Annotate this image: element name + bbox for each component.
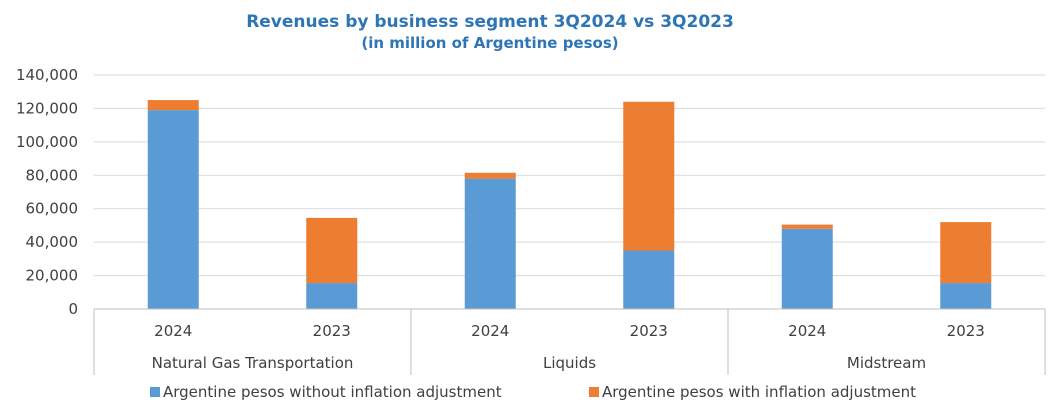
y-tick-label: 20,000 xyxy=(26,267,79,285)
y-tick-label: 100,000 xyxy=(16,133,78,151)
chart-title: Revenues by business segment 3Q2024 vs 3… xyxy=(246,12,734,32)
bar-segment-with-adjustment xyxy=(306,217,358,284)
legend-swatch-without-adjustment xyxy=(150,387,160,397)
x-tick-label: 2024 xyxy=(154,322,192,340)
bar-segment-with-adjustment xyxy=(147,100,199,111)
x-group-label: Liquids xyxy=(543,354,596,372)
y-tick-label: 120,000 xyxy=(16,99,78,117)
bar-segment-without-adjustment xyxy=(781,228,833,309)
chart-subtitle: (in million of Argentine pesos) xyxy=(361,34,618,52)
legend-label: Argentine pesos without inflation adjust… xyxy=(163,383,502,401)
legend-swatch-with-adjustment xyxy=(589,387,599,397)
y-tick-label: 140,000 xyxy=(16,66,78,84)
bars xyxy=(147,100,992,309)
x-tick-label: 2023 xyxy=(630,322,668,340)
x-group-label: Midstream xyxy=(847,354,926,372)
x-axis: 2024 2023 2024 2023 2024 2023 Natural Gas Tran… xyxy=(93,308,1046,375)
bar-segment-with-adjustment xyxy=(464,172,516,179)
legend: Argentine pesos without inflation adjust… xyxy=(150,383,916,401)
bar-segment-without-adjustment xyxy=(306,283,358,309)
x-tick-label: 2023 xyxy=(947,322,985,340)
bar-segment-without-adjustment xyxy=(147,110,199,309)
x-group-label: Natural Gas Transportation xyxy=(152,354,354,372)
bar-segment-without-adjustment xyxy=(940,283,992,309)
gridlines xyxy=(94,74,1045,277)
x-tick-label: 2024 xyxy=(471,322,509,340)
bar-segment-with-adjustment xyxy=(940,222,992,284)
y-axis-ticks: 0 20,000 40,000 60,000 80,000 100,000 120,000 1… xyxy=(16,66,78,318)
y-tick-label: 60,000 xyxy=(26,200,79,218)
y-tick-label: 40,000 xyxy=(26,233,79,251)
x-tick-label: 2023 xyxy=(313,322,351,340)
y-tick-label: 0 xyxy=(68,300,78,318)
bar-segment-with-adjustment xyxy=(781,224,833,229)
y-tick-label: 80,000 xyxy=(26,166,79,184)
legend-label: Argentine pesos with inflation adjustmen… xyxy=(602,383,916,401)
x-tick-label: 2024 xyxy=(788,322,826,340)
bar-segment-with-adjustment xyxy=(623,101,675,251)
bar-segment-without-adjustment xyxy=(464,178,516,309)
bar-segment-without-adjustment xyxy=(623,250,675,309)
